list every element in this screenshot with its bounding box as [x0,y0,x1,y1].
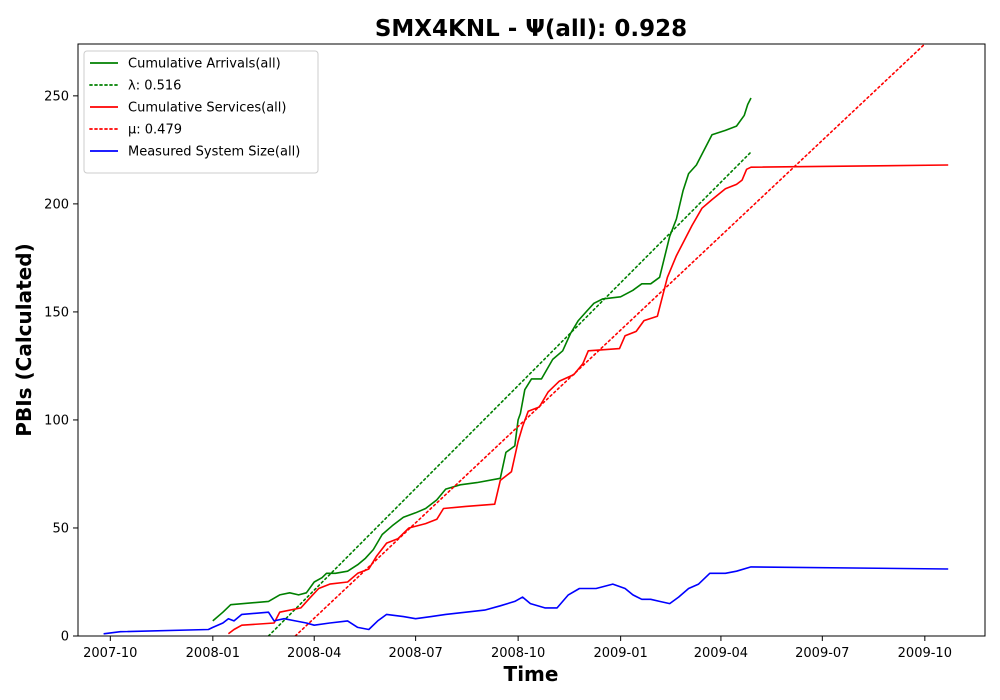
chart-title: SMX4KNL - Ψ(all): 0.928 [375,16,687,42]
legend-box [83,50,319,174]
legend-label: μ: 0.479 [128,123,182,138]
y-tick-label: 250 [44,89,69,104]
plot-frame [77,43,986,637]
y-tick-label: 50 [52,521,69,536]
x-axis: 2007-10 2008-01 2008-04 2008-07 2008-10 2009-… [83,636,952,661]
x-tick-label: 2009-01 [593,646,647,661]
legend-label: Cumulative Services(all) [128,101,286,116]
y-axis-title: PBIs (Calculated) [12,243,36,436]
x-tick-label: 2009-07 [795,646,849,661]
legend-label: Measured System Size(all) [128,145,300,160]
x-tick-label: 2009-04 [694,646,748,661]
x-tick-label: 2009-10 [898,646,952,661]
x-tick-label: 2008-07 [388,646,442,661]
y-tick-label: 200 [44,197,69,212]
series-line-3 [227,164,949,635]
x-tick-label: 2007-10 [83,646,137,661]
y-tick-label: 0 [61,630,69,645]
series-line-1 [212,97,752,622]
x-tick-label: 2008-01 [186,646,240,661]
y-tick-label: 150 [44,305,69,320]
x-axis-title: Time [504,662,559,686]
series-line-5 [103,566,949,635]
legend-label: λ: 0.516 [128,79,181,94]
plot-area [103,44,949,636]
y-tick-label: 100 [44,413,69,428]
series-line-2 [267,151,752,636]
legend: Cumulative Arrivals(all) λ: 0.516 Cumulati… [83,50,319,174]
y-axis: 0 50 100 150 200 250 [44,89,78,645]
legend-label: Cumulative Arrivals(all) [128,57,281,72]
series-line-4 [294,44,926,636]
x-tick-label: 2008-04 [287,646,341,661]
x-tick-label: 2008-10 [491,646,545,661]
